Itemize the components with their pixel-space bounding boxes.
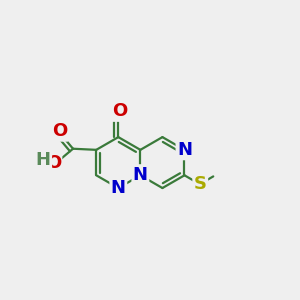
Text: S: S xyxy=(194,176,207,194)
Text: N: N xyxy=(177,141,192,159)
Text: H: H xyxy=(36,151,51,169)
Text: N: N xyxy=(133,166,148,184)
Text: O: O xyxy=(46,154,61,172)
Text: O: O xyxy=(52,122,67,140)
Text: O: O xyxy=(112,102,127,120)
Text: N: N xyxy=(111,179,126,197)
